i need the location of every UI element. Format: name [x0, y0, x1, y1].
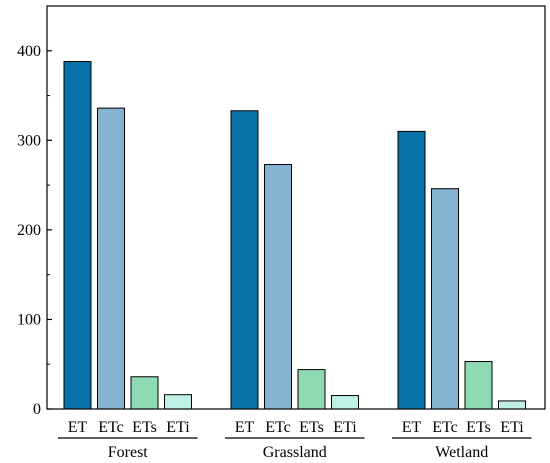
bar-forest-et — [63, 61, 92, 410]
y-tick-label-200: 200 — [17, 222, 41, 239]
category-label-grassland-ets: ETs — [299, 419, 324, 436]
bar-grassland-ets — [297, 369, 326, 410]
bar-forest-etc — [97, 107, 125, 410]
category-label-grassland-etc: ETc — [265, 419, 291, 436]
group-label-forest: Forest — [108, 444, 149, 461]
category-label-wetland-eti: ETi — [500, 419, 524, 436]
bar-grassland-eti — [331, 395, 359, 410]
bar-grassland-et — [230, 110, 259, 410]
category-label-wetland-et: ET — [402, 419, 422, 436]
plot-frame — [46, 5, 546, 410]
y-tick-label-0: 0 — [33, 401, 41, 418]
bar-wetland-etc — [431, 188, 459, 410]
category-label-grassland-et: ET — [235, 419, 255, 436]
group-label-wetland: Wetland — [435, 444, 488, 461]
bar-forest-ets — [130, 376, 159, 410]
bar-wetland-eti — [498, 400, 526, 410]
category-label-wetland-ets: ETs — [466, 419, 491, 436]
category-label-forest-et: ET — [68, 419, 88, 436]
bar-forest-eti — [164, 394, 192, 410]
category-label-forest-etc: ETc — [98, 419, 124, 436]
bar-wetland-ets — [464, 361, 493, 410]
category-label-wetland-etc: ETc — [432, 419, 458, 436]
category-label-forest-eti: ETi — [166, 419, 190, 436]
group-label-grassland: Grassland — [263, 444, 327, 461]
y-tick-label-100: 100 — [17, 311, 41, 328]
category-label-forest-ets: ETs — [132, 419, 157, 436]
bars-layer — [63, 61, 526, 410]
bar-wetland-et — [397, 130, 426, 410]
category-label-grassland-eti: ETi — [333, 419, 357, 436]
y-tick-label-300: 300 — [17, 132, 41, 149]
y-tick-label-400: 400 — [17, 43, 41, 60]
bar-grassland-etc — [264, 164, 292, 410]
labels-layer: ET ETc ETs ETi Forest ET ETc ETs ETi Grassland ET E… — [58, 419, 532, 461]
axes-layer: 0 100 200 300 400 — [17, 5, 546, 418]
